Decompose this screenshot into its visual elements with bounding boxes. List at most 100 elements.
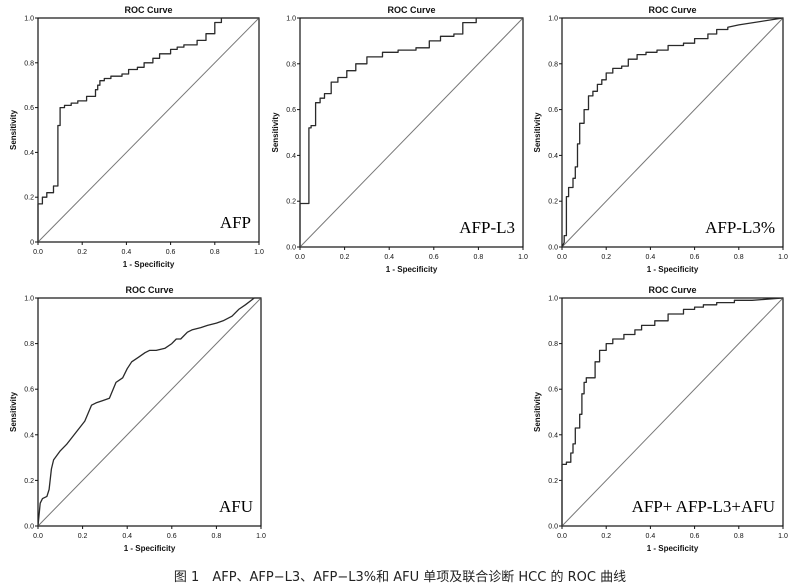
x-tick-label: 0.4 (122, 249, 132, 256)
x-axis-label: 1 - Specificity (123, 260, 175, 269)
x-tick-label: 1.0 (256, 533, 266, 540)
x-tick-label: 0.2 (340, 254, 350, 261)
y-tick-label: 0.0 (286, 245, 296, 252)
y-axis-label: Sensitivity (9, 109, 18, 150)
x-axis-label: 1 - Specificity (124, 544, 176, 553)
reference-diagonal (299, 17, 524, 248)
plot-frame (561, 297, 784, 527)
x-tick-label: 0.8 (212, 533, 222, 540)
x-tick-label: 0.4 (384, 254, 394, 261)
y-axis-label: Sensitivity (271, 112, 280, 153)
plot-frame (561, 17, 784, 248)
x-tick-label: 0.6 (690, 254, 700, 261)
y-tick-label: 0.2 (548, 199, 558, 206)
y-tick-label: 0.0 (24, 524, 34, 531)
y-tick-label: 0.8 (548, 341, 558, 348)
y-tick-label: 0.8 (24, 60, 34, 67)
y-tick-label: 0 (30, 240, 34, 247)
x-tick-label: 0.4 (646, 254, 656, 261)
x-tick-label: 0.6 (167, 533, 177, 540)
y-tick-label: 0.2 (286, 199, 296, 206)
y-tick-label: 1.0 (24, 16, 34, 23)
x-axis-label: 1 - Specificity (386, 265, 438, 274)
y-tick-label: 0.2 (548, 478, 558, 485)
x-tick-label: 0.2 (601, 533, 611, 540)
roc-panel: ROC Curve 0.0 0.2 0.4 0.6 0.8 1.0 0.0 0.2 0.4 0.6 0… (9, 285, 266, 553)
x-tick-label: 0.2 (78, 533, 88, 540)
y-tick-label: 0.4 (24, 150, 34, 157)
x-tick-label: 0.6 (166, 249, 176, 256)
y-tick-label: 0.4 (548, 432, 558, 439)
panel-label: AFP+ AFP-L3+AFU (632, 497, 775, 516)
y-tick-label: 0.8 (286, 61, 296, 68)
x-tick-label: 0.4 (646, 533, 656, 540)
reference-diagonal (561, 297, 784, 527)
reference-diagonal (37, 297, 262, 527)
x-tick-label: 0.8 (734, 254, 744, 261)
roc-panel: ROC Curve 0.0 0.2 0.4 0.6 0.8 1.0 0.0 0.2 0.4 0.6 0… (271, 5, 528, 274)
chart-title: ROC Curve (124, 5, 172, 15)
x-tick-label: 1.0 (778, 533, 788, 540)
roc-curve (561, 17, 784, 248)
y-axis-label: Sensitivity (9, 391, 18, 432)
y-tick-label: 1.0 (548, 16, 558, 23)
x-tick-label: 0.2 (601, 254, 611, 261)
x-axis-label: 1 - Specificity (647, 544, 699, 553)
y-axis-label: Sensitivity (533, 391, 542, 432)
roc-panel: ROC Curve 0.0 0.2 0.4 0.6 0.8 1.0 0 0.2 0.4 0.6 0.8… (9, 5, 264, 269)
x-tick-label: 1.0 (254, 249, 264, 256)
x-tick-label: 0.4 (122, 533, 132, 540)
y-tick-label: 1.0 (286, 16, 296, 23)
panel-label: AFP-L3 (459, 218, 515, 237)
x-tick-label: 1.0 (778, 254, 788, 261)
chart-title: ROC Curve (648, 5, 696, 15)
y-tick-label: 0.6 (24, 387, 34, 394)
y-tick-label: 0.0 (548, 524, 558, 531)
roc-curve (37, 17, 259, 242)
x-tick-label: 0.8 (210, 249, 220, 256)
roc-panel: ROC Curve 0.0 0.2 0.4 0.6 0.8 1.0 0.0 0.2 0.4 0.6 0… (533, 5, 788, 274)
x-tick-label: 0.2 (77, 249, 87, 256)
y-tick-label: 0.8 (24, 341, 34, 348)
y-tick-label: 1.0 (548, 296, 558, 303)
x-tick-label: 0.6 (690, 533, 700, 540)
roc-curve (299, 17, 523, 247)
x-tick-label: 0.0 (557, 254, 567, 261)
y-tick-label: 0.6 (24, 105, 34, 112)
plot-frame (37, 297, 262, 527)
y-tick-label: 1.0 (24, 296, 34, 303)
panel-label: AFU (219, 497, 253, 516)
roc-curve (37, 297, 261, 527)
y-tick-label: 0.6 (548, 387, 558, 394)
chart-title: ROC Curve (125, 285, 173, 295)
plot-frame (299, 17, 524, 248)
x-tick-label: 0.0 (557, 533, 567, 540)
chart-title: ROC Curve (648, 285, 696, 295)
y-tick-label: 0.4 (548, 153, 558, 160)
x-tick-label: 0.0 (33, 533, 43, 540)
y-tick-label: 0.4 (24, 432, 34, 439)
y-tick-label: 0.2 (24, 195, 34, 202)
plot-frame (37, 17, 260, 243)
y-axis-label: Sensitivity (533, 112, 542, 153)
y-tick-label: 0.6 (286, 107, 296, 114)
x-tick-label: 1.0 (518, 254, 528, 261)
x-tick-label: 0.0 (33, 249, 43, 256)
x-tick-label: 0.0 (295, 254, 305, 261)
roc-panel: ROC Curve 0.0 0.2 0.4 0.6 0.8 1.0 0.0 0.2 0.4 0.6 0… (533, 285, 788, 553)
panel-label: AFP (220, 213, 251, 232)
figure-caption: 图 1 AFP、AFP−L3、AFP−L3%和 AFU 单项及联合诊断 HCC … (173, 570, 627, 585)
x-tick-label: 0.6 (429, 254, 439, 261)
x-axis-label: 1 - Specificity (647, 265, 699, 274)
roc-curve (561, 297, 784, 526)
x-tick-label: 0.8 (474, 254, 484, 261)
y-tick-label: 0.4 (286, 153, 296, 160)
reference-diagonal (37, 17, 260, 243)
panel-label: AFP-L3% (705, 218, 775, 237)
chart-title: ROC Curve (387, 5, 435, 15)
y-tick-label: 0.8 (548, 61, 558, 68)
reference-diagonal (561, 17, 784, 248)
y-tick-label: 0.2 (24, 478, 34, 485)
y-tick-label: 0.6 (548, 107, 558, 114)
